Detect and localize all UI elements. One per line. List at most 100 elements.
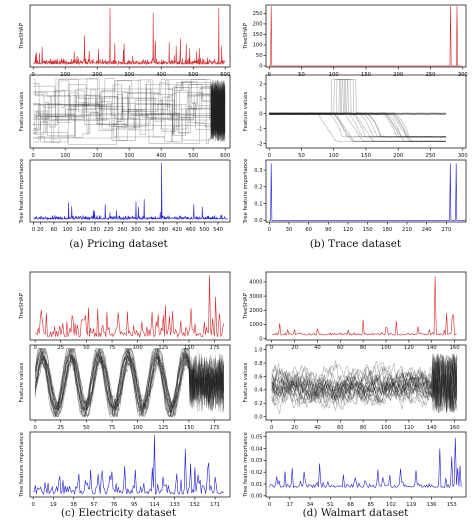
features-series-line-0	[34, 347, 224, 418]
features-series-line-11	[33, 81, 226, 142]
y-axis-label: Feature values	[243, 363, 249, 403]
x-tick-label: 150	[363, 227, 373, 233]
x-tick-label: 60	[337, 425, 344, 431]
treeshap-series-line-0	[33, 7, 226, 66]
features-series-line-5	[271, 355, 458, 411]
features-series-line-11	[34, 358, 225, 413]
y-tick-label: 50	[256, 53, 263, 59]
x-tick-label: 150	[184, 425, 194, 431]
y-tick-label: 1.0	[254, 347, 262, 353]
series-group	[269, 79, 447, 142]
features-series-line-9	[33, 80, 226, 142]
x-tick-label: 0	[268, 227, 271, 233]
y-tick-label: -1	[257, 126, 262, 132]
importance-series-line-0	[269, 437, 462, 489]
x-tick-label: 175	[210, 345, 220, 351]
features-series-line-18	[271, 353, 458, 410]
plot-frame	[29, 74, 231, 149]
features-series-line-3	[33, 77, 226, 143]
y-tick-label: 0.0	[254, 414, 262, 420]
x-tick-label: 40	[314, 425, 321, 431]
features-series-line-4	[269, 112, 447, 138]
x-tick-label: 100	[329, 153, 339, 159]
panel-0-chart-2: 0 20 60 100 140 180 220 260 300 340 380 420 460 500 54…	[19, 158, 231, 233]
features-series-line-0	[269, 112, 447, 142]
features-series-line-4	[33, 78, 226, 139]
features-series-line-23	[34, 347, 225, 418]
features-series-line-22	[33, 80, 226, 142]
x-tick-label: 119	[406, 502, 416, 508]
features-series-line-9	[271, 354, 458, 413]
features-series-line-10	[33, 84, 226, 140]
caption-d: (d) Walmart dataset	[302, 507, 409, 519]
x-tick-label: 100	[133, 345, 143, 351]
panel-3-chart-2: 0 17 34 51 68 85 102 119 136 153 0.00 0.01 0.02 0.03 0…	[243, 431, 467, 508]
y-tick-label: 0.03	[251, 458, 263, 464]
x-tick-label: 160	[450, 345, 460, 351]
y-tick-label: 0.8	[254, 361, 262, 367]
features-series-line-12	[33, 80, 226, 143]
y-tick-label: 0.3	[254, 168, 262, 174]
x-tick-label: 153	[447, 502, 457, 508]
x-tick-label: 0	[270, 425, 273, 431]
series-group	[269, 6, 463, 67]
x-tick-label: 200	[393, 153, 403, 159]
x-tick-label: 0	[32, 227, 35, 233]
x-tick-label: 133	[170, 502, 180, 508]
plot-frame	[29, 431, 231, 498]
features-series-line-16	[271, 354, 458, 409]
features-series-line-10	[269, 112, 447, 138]
features-series-line-16	[34, 350, 225, 415]
features-series-line-13	[34, 354, 225, 411]
features-series-line-6	[34, 350, 225, 415]
x-tick-label: 95	[131, 502, 138, 508]
x-tick-label: 75	[109, 345, 116, 351]
y-tick-label: 0.6	[254, 374, 262, 380]
features-series-line-14	[34, 347, 225, 418]
x-tick-label: 75	[109, 425, 116, 431]
features-series-line-24	[33, 78, 226, 142]
features-series-line-10	[34, 347, 225, 418]
panel-1-chart-2: 0 30 60 90 120 150 180 210 240 270 0.0 0.1 0.2 0.3 Tre…	[243, 158, 467, 233]
x-tick-label: 0	[268, 502, 271, 508]
features-series-line-5	[33, 78, 226, 143]
features-series-line-11	[269, 112, 447, 138]
y-tick-label: 4000	[249, 280, 262, 286]
features-series-line-4	[271, 354, 458, 408]
x-tick-label: 30	[286, 227, 293, 233]
x-tick-label: 50	[298, 153, 305, 159]
x-tick-label: 140	[427, 345, 437, 351]
features-series-line-6	[33, 80, 226, 139]
panel-1-chart-1: 0 50 100 150 200 250 300 -2 -1 0 1 2 Feature values	[243, 74, 468, 159]
y-tick-label: -2	[257, 141, 262, 147]
features-series-line-8	[269, 112, 446, 138]
features-series-line-0	[33, 82, 226, 141]
x-tick-label: 340	[145, 227, 155, 233]
panel-2-chart-2: 0 19 38 57 76 95 114 133 152 171 Tree feature impo…	[19, 431, 231, 508]
y-axis-label: Tree feature importance	[243, 158, 249, 225]
features-series-line-19	[34, 354, 225, 411]
treeshap-series-line-0	[271, 276, 457, 336]
features-series-line-27	[269, 112, 447, 142]
y-tick-label: 0	[259, 64, 262, 70]
y-tick-label: 200	[253, 22, 263, 28]
features-series-line-0	[271, 354, 458, 410]
features-series-line-15	[34, 351, 225, 415]
x-tick-label: 76	[111, 502, 118, 508]
x-tick-label: 38	[70, 502, 77, 508]
x-tick-label: 51	[327, 502, 334, 508]
features-series-line-7	[271, 356, 458, 414]
features-series-line-15	[33, 80, 226, 142]
features-series-line-13	[269, 79, 447, 115]
features-series-line-17	[34, 354, 225, 412]
features-series-line-22	[269, 112, 446, 138]
series-group	[269, 163, 466, 221]
features-series-line-25	[269, 79, 447, 115]
x-tick-label: 136	[427, 502, 437, 508]
x-tick-label: 20	[37, 227, 44, 233]
features-series-line-8	[34, 347, 225, 417]
x-tick-label: 150	[361, 153, 371, 159]
features-series-line-9	[34, 351, 225, 413]
series-group	[33, 7, 226, 66]
features-series-line-18	[34, 358, 225, 412]
